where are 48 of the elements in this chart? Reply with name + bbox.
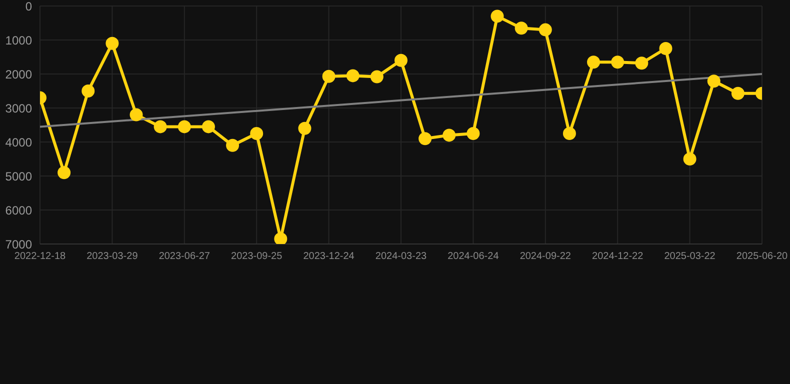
y-tick-label: 0 xyxy=(25,0,32,14)
x-tick-label: 2024-09-22 xyxy=(520,251,572,262)
y-tick-label: 2000 xyxy=(5,67,32,82)
point xyxy=(202,120,215,134)
point xyxy=(562,127,576,140)
x-tick-label: 2023-03-29 xyxy=(86,251,138,262)
point xyxy=(250,127,264,140)
x-tick-label: 2025-06-20 xyxy=(736,251,788,262)
point xyxy=(274,232,288,244)
y-tick-label: 7000 xyxy=(5,237,32,252)
point xyxy=(442,128,456,142)
x-tick-label: 2025-03-22 xyxy=(664,251,716,262)
point xyxy=(226,138,240,152)
point xyxy=(490,10,504,23)
x-tick-label: 2022-12-18 xyxy=(14,251,66,262)
point xyxy=(538,23,552,36)
x-tick-label: 2023-06-27 xyxy=(158,251,210,262)
point xyxy=(178,120,191,134)
point xyxy=(82,84,95,98)
point xyxy=(370,70,384,84)
point xyxy=(587,56,600,69)
y-tick-label: 6000 xyxy=(5,203,32,218)
point xyxy=(298,122,312,135)
point xyxy=(106,36,119,50)
point xyxy=(611,56,624,69)
y-tick-label: 4000 xyxy=(5,135,32,150)
point xyxy=(683,152,696,166)
x-tick-label: 2024-06-24 xyxy=(448,251,500,262)
point xyxy=(514,22,528,35)
point xyxy=(466,127,480,140)
point xyxy=(346,69,360,82)
point xyxy=(707,74,720,88)
point xyxy=(418,132,432,146)
x-tick-label: 2024-12-22 xyxy=(592,251,644,262)
x-tick-label: 2023-09-25 xyxy=(231,251,283,262)
y-tick-label: 3000 xyxy=(5,101,32,116)
point xyxy=(154,120,167,134)
y-tick-label: 5000 xyxy=(5,169,32,184)
x-tick-label: 2024-03-23 xyxy=(375,251,428,262)
point xyxy=(394,54,408,67)
x-tick-label: 2023-12-24 xyxy=(303,251,355,262)
point xyxy=(322,70,336,83)
point xyxy=(635,56,648,70)
y-tick-label: 1000 xyxy=(5,33,32,48)
point xyxy=(659,42,672,55)
point xyxy=(130,108,143,122)
point xyxy=(731,86,744,100)
point xyxy=(58,166,71,180)
